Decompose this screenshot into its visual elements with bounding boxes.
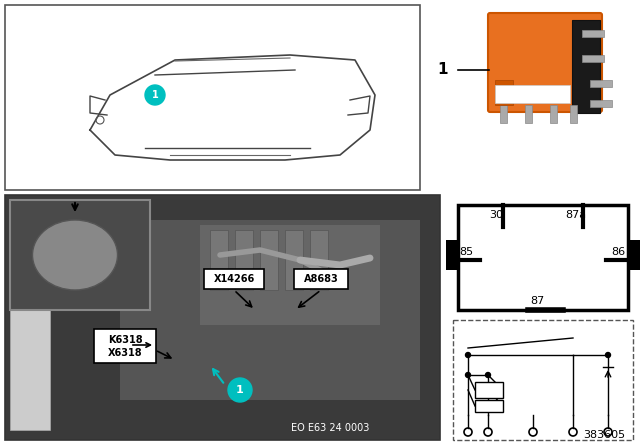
- Bar: [200, 225, 380, 325]
- Bar: [453, 320, 633, 440]
- Text: 1: 1: [438, 63, 448, 78]
- Bar: [582, 30, 604, 37]
- Bar: [310, 230, 328, 290]
- Text: 87: 87: [530, 296, 544, 306]
- Bar: [570, 105, 577, 123]
- Bar: [5, 195, 440, 440]
- Text: K6318: K6318: [108, 335, 142, 345]
- FancyBboxPatch shape: [204, 269, 264, 289]
- Ellipse shape: [33, 220, 118, 290]
- Bar: [590, 80, 612, 87]
- Text: 383605: 383605: [583, 430, 625, 440]
- Bar: [458, 205, 628, 310]
- Bar: [500, 105, 507, 123]
- Text: A8683: A8683: [303, 274, 339, 284]
- Bar: [525, 105, 532, 123]
- Circle shape: [465, 372, 470, 378]
- Bar: [210, 230, 228, 290]
- Circle shape: [465, 353, 470, 358]
- Bar: [446, 240, 458, 270]
- Text: X6318: X6318: [108, 348, 142, 358]
- Bar: [285, 230, 303, 290]
- Text: 85: 85: [459, 247, 473, 257]
- Bar: [10, 200, 150, 310]
- Bar: [590, 100, 612, 107]
- Bar: [495, 85, 570, 103]
- Bar: [10, 200, 50, 430]
- Bar: [495, 80, 513, 105]
- Text: 1: 1: [236, 385, 244, 395]
- FancyBboxPatch shape: [488, 13, 602, 112]
- Text: X14266: X14266: [213, 274, 255, 284]
- Text: EO E63 24 0003: EO E63 24 0003: [291, 423, 369, 433]
- Bar: [628, 240, 640, 270]
- FancyBboxPatch shape: [94, 329, 156, 363]
- Circle shape: [486, 372, 490, 378]
- Text: 86: 86: [611, 247, 625, 257]
- Bar: [260, 230, 278, 290]
- Circle shape: [228, 378, 252, 402]
- Text: 87a: 87a: [565, 210, 587, 220]
- Text: 30: 30: [489, 210, 503, 220]
- Bar: [5, 5, 420, 190]
- Bar: [475, 400, 503, 412]
- Bar: [550, 105, 557, 123]
- Bar: [475, 382, 503, 398]
- Bar: [582, 55, 604, 62]
- FancyBboxPatch shape: [294, 269, 348, 289]
- Bar: [572, 20, 600, 113]
- Bar: [120, 220, 420, 400]
- Text: 1: 1: [152, 90, 158, 100]
- Circle shape: [145, 85, 165, 105]
- Bar: [235, 230, 253, 290]
- Circle shape: [605, 353, 611, 358]
